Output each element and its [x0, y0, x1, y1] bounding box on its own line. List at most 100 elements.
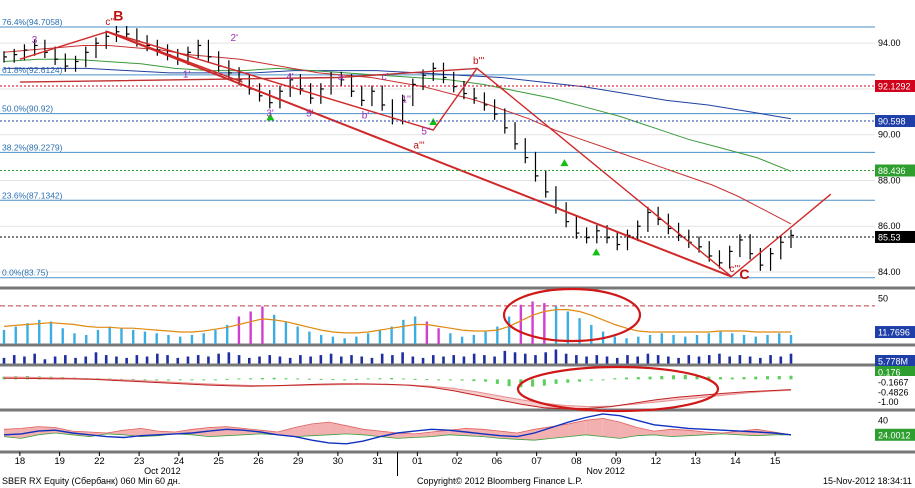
- volume-bar: [309, 356, 312, 364]
- x-tick-label: 08: [571, 456, 582, 467]
- x-tick-label: 09: [611, 456, 622, 467]
- x-tick-label: 19: [54, 456, 65, 467]
- wave-label: a''': [413, 140, 424, 151]
- volume-bar: [513, 352, 517, 364]
- macd-histogram-bar: [672, 334, 675, 344]
- y-tick-label: 84.00: [878, 267, 901, 277]
- main-price-panel: 84.0086.0088.0090.0092.0094.0076.4%(94.7…: [0, 2, 915, 290]
- volume-bar: [483, 355, 486, 364]
- x-tick-label: 13: [690, 456, 701, 467]
- volume-bar: [278, 356, 282, 364]
- macd-panel: 50 11.7696: [0, 291, 915, 347]
- oscillator-histogram-bar: [542, 379, 546, 386]
- signal-triangle: [266, 113, 275, 121]
- wave-label: c': [382, 72, 389, 83]
- oscillator-histogram-bar: [296, 378, 300, 380]
- oscillator-histogram-bar: [425, 379, 429, 381]
- macd-histogram-bar: [731, 333, 734, 344]
- macd-histogram-bar: [178, 336, 182, 344]
- x-tick-label: 18: [15, 456, 26, 467]
- oscillator-histogram-bar: [766, 376, 770, 380]
- volume-bar: [360, 356, 364, 364]
- oscillator-histogram-bar: [495, 379, 499, 384]
- volume-bar: [431, 355, 435, 364]
- fib-level-label: 38.2%(89.2279): [2, 142, 63, 152]
- fib-level-label: 76.4%(94.7058): [2, 17, 63, 27]
- oscillator-histogram-bar: [260, 377, 264, 380]
- volume-bar: [401, 352, 404, 364]
- month-label: Oct 2012: [144, 466, 181, 476]
- wave-label: 1': [183, 70, 191, 81]
- oscillator-histogram-bar: [178, 379, 182, 381]
- y-tick-label: 90.00: [878, 130, 901, 140]
- macd-histogram-bar: [167, 334, 170, 344]
- volume-bar: [738, 355, 742, 364]
- oscillator-histogram-bar: [484, 379, 488, 382]
- cloud-segment: [534, 426, 552, 441]
- oscillator-histogram-bar: [378, 378, 382, 380]
- oscillator-histogram-bar: [719, 377, 723, 380]
- volume-bar: [575, 355, 578, 364]
- cloud-segment: [397, 432, 415, 439]
- wave-label: 3: [32, 35, 38, 46]
- macd-histogram-bar: [554, 306, 558, 344]
- oscillator-histogram-bar: [507, 379, 511, 387]
- volume-bar: [176, 357, 180, 364]
- volume-bar: [646, 353, 650, 364]
- oscillator-histogram-bar: [354, 378, 358, 380]
- oscillator-histogram-bar: [578, 379, 582, 382]
- y-tick-label: 88.00: [878, 175, 901, 185]
- oscillator-histogram-bar: [437, 379, 441, 381]
- wave-line: [106, 30, 732, 278]
- wave-label: B: [113, 7, 123, 23]
- macd-histogram-bar: [425, 321, 429, 344]
- volume-bar: [656, 355, 660, 364]
- macd-histogram-bar: [14, 326, 17, 344]
- oscillator-histogram-bar: [237, 378, 241, 380]
- volume-bar: [2, 357, 6, 364]
- x-tick-label: 22: [94, 456, 105, 467]
- oscillator-histogram-bar: [672, 375, 676, 380]
- macd-histogram-bar: [789, 334, 793, 344]
- oscillator-histogram-bar: [155, 379, 159, 381]
- panel-area: [0, 348, 800, 365]
- macd-histogram-bar: [778, 333, 781, 344]
- volume-bar: [472, 353, 476, 364]
- x-tick-label: 26: [253, 456, 264, 467]
- moving-average-green: [3, 58, 792, 172]
- macd-histogram-bar: [742, 334, 746, 344]
- macd-histogram-bar: [343, 338, 346, 344]
- timestamp-label: 15-Nov-2012 18:34:11: [823, 476, 912, 486]
- wave-label: 3': [266, 108, 274, 119]
- x-axis: 18 19 22 23 24 25 26 29 30 31 01 02 06 07 08 09 12 13 14 15…: [15, 452, 780, 476]
- footer: SBER RX Equity (Сбербанк) 060 Min 60 дн.…: [2, 476, 912, 486]
- oscillator-histogram-bar: [131, 379, 135, 381]
- oscillator-histogram-bar: [249, 378, 253, 380]
- oscillator-histogram-bar: [754, 376, 758, 380]
- volume-panel: 5.778M: [0, 348, 915, 367]
- macd-histogram-bar: [590, 324, 593, 344]
- macd-histogram-bar: [625, 338, 628, 344]
- macd-histogram-bar: [707, 333, 710, 344]
- x-tick-label: 02: [452, 456, 463, 467]
- volume-bar: [104, 355, 108, 364]
- volume-bar: [391, 355, 394, 364]
- macd-histogram-bar: [85, 334, 88, 344]
- macd-histogram-bar: [695, 334, 699, 344]
- cloud-segment: [654, 429, 672, 437]
- volume-bar: [329, 353, 333, 364]
- oscillator-histogram-bar: [284, 378, 288, 380]
- value-box-label: 5.778M: [878, 357, 908, 367]
- oscillator-histogram-bar: [202, 379, 206, 381]
- volume-bar: [196, 355, 200, 364]
- cloud-segment: [483, 429, 501, 439]
- macd-histogram-bar: [61, 328, 64, 344]
- volume-bar: [299, 355, 302, 364]
- volume-bar: [12, 355, 16, 364]
- oscillator-histogram-bar: [307, 378, 311, 380]
- macd-histogram-bar: [319, 334, 323, 344]
- macd-histogram-bar: [49, 321, 53, 344]
- volume-bar: [626, 355, 629, 364]
- oscillator-histogram-bar: [636, 377, 640, 380]
- value-box-label: -0.4826: [878, 388, 909, 398]
